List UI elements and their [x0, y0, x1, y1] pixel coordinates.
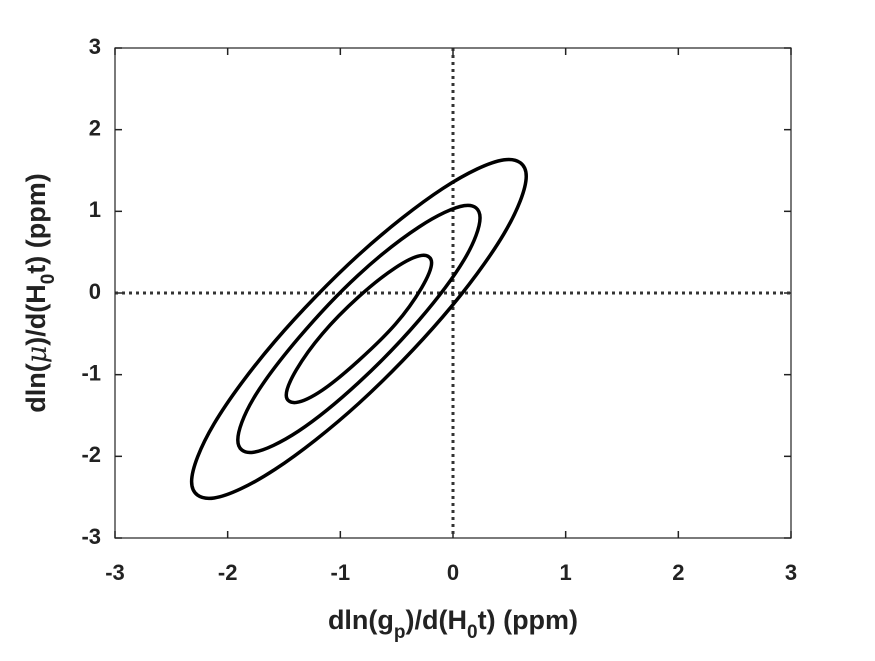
x-axis-label-part: t) (ppm) [478, 605, 578, 635]
x-tick-label: -2 [218, 560, 238, 585]
y-tick-label: -2 [81, 442, 101, 467]
contour-line [284, 253, 434, 405]
x-axis-label-part: 0 [467, 622, 478, 643]
y-axis-label-part: μ [22, 346, 53, 364]
y-tick-label: 1 [89, 197, 101, 222]
y-axis-label-part: )/d(H [21, 284, 51, 345]
x-tick-label: 0 [447, 560, 459, 585]
x-axis-label: dln(gp)/d(H0t) (ppm) [328, 605, 578, 642]
y-tick-label: -3 [81, 524, 101, 549]
y-tick-label: 0 [89, 279, 101, 304]
contour-line [189, 157, 528, 501]
x-axis-label-part: p [394, 622, 406, 643]
x-tick-label: 3 [785, 560, 797, 585]
x-axis-label-part: dln(g [328, 605, 394, 635]
x-tick-label: 1 [560, 560, 572, 585]
y-tick-label: 3 [89, 34, 101, 59]
y-axis-label-part: t) (ppm) [21, 173, 51, 273]
y-axis-label-part: 0 [38, 274, 59, 285]
y-axis-label-part: dln( [21, 363, 51, 412]
x-tick-label: -3 [105, 560, 125, 585]
y-axis-label: dln(μ)/d(H0t) (ppm) [21, 173, 58, 413]
x-axis-label-part: )/d(H [406, 605, 467, 635]
x-tick-label: -1 [331, 560, 351, 585]
y-tick-label: 2 [89, 115, 101, 140]
y-tick-label: -1 [81, 360, 101, 385]
x-tick-label: 2 [672, 560, 684, 585]
contour-line [236, 203, 482, 455]
plot-frame [114, 47, 792, 539]
